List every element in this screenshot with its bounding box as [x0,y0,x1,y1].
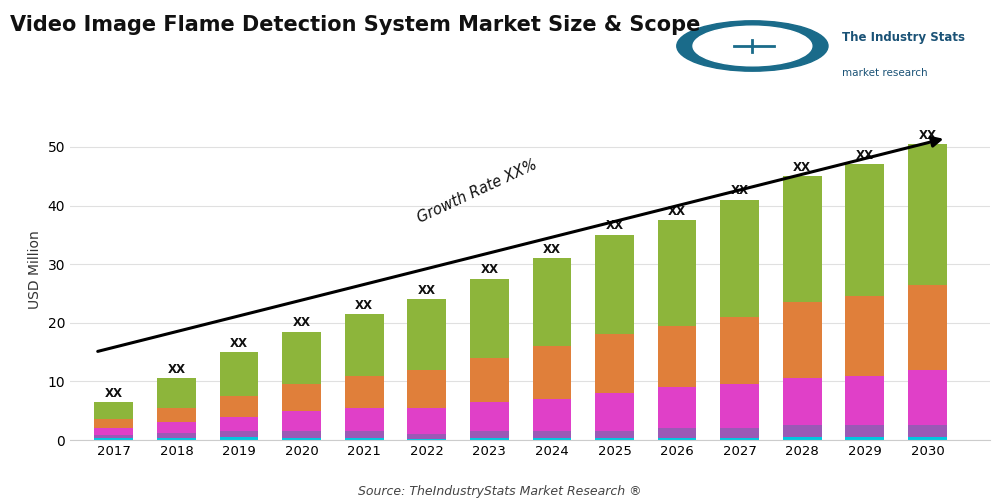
Bar [595,438,634,440]
Bar [533,399,571,431]
Bar [783,426,822,437]
Bar [345,431,384,438]
Bar [658,220,696,326]
Text: XX: XX [668,205,686,218]
Text: XX: XX [605,220,623,232]
Circle shape [677,21,828,71]
Text: XX: XX [230,336,248,349]
Bar [533,431,571,438]
Bar [407,439,446,440]
Bar [658,438,696,440]
Bar [845,376,884,426]
Bar [407,370,446,408]
Bar [845,426,884,437]
Bar [470,402,509,431]
Text: market research: market research [842,68,927,78]
Bar [345,438,384,440]
Bar [720,438,759,440]
Bar [720,384,759,428]
Bar [595,235,634,334]
Bar [595,393,634,431]
Bar [783,378,822,426]
Text: XX: XX [731,184,749,198]
Bar [94,420,133,428]
Bar [845,164,884,296]
Bar [845,296,884,376]
Bar [282,431,321,438]
Bar [345,376,384,408]
Bar [345,408,384,431]
Text: XX: XX [293,316,311,329]
Text: XX: XX [480,264,498,276]
Bar [157,408,196,422]
Text: Growth Rate XX%: Growth Rate XX% [415,158,539,226]
Bar [720,317,759,384]
Bar [470,279,509,358]
Text: Source: TheIndustryStats Market Research ®: Source: TheIndustryStats Market Research… [358,484,642,498]
Bar [282,410,321,431]
Text: Video Image Flame Detection System Market Size & Scope: Video Image Flame Detection System Marke… [10,15,700,35]
Bar [220,431,258,437]
Bar [94,428,133,436]
Text: XX: XX [918,128,936,141]
Bar [470,358,509,402]
Text: XX: XX [355,298,373,312]
Text: XX: XX [543,243,561,256]
Bar [220,416,258,431]
Text: The Industry Stats: The Industry Stats [842,30,964,44]
Bar [407,300,446,370]
Bar [94,436,133,438]
Bar [783,176,822,302]
Bar [908,144,947,284]
Bar [220,437,258,440]
Bar [533,438,571,440]
Bar [908,437,947,440]
Text: XX: XX [167,363,185,376]
Text: XX: XX [418,284,436,297]
Circle shape [693,26,812,66]
Bar [470,431,509,438]
Bar [220,352,258,396]
Bar [533,346,571,399]
Bar [407,434,446,439]
Bar [908,426,947,437]
Bar [407,408,446,434]
Bar [783,437,822,440]
Bar [658,387,696,428]
Text: XX: XX [856,149,874,162]
Bar [157,438,196,440]
Bar [94,438,133,440]
Bar [783,302,822,378]
Bar [658,326,696,387]
Bar [595,334,634,393]
Y-axis label: USD Million: USD Million [28,230,42,310]
Bar [720,428,759,438]
Bar [157,433,196,438]
Bar [908,370,947,426]
Bar [658,428,696,438]
Bar [220,396,258,416]
Bar [157,378,196,408]
Bar [908,284,947,370]
Bar [595,431,634,438]
Bar [282,384,321,410]
Bar [94,402,133,419]
Bar [157,422,196,433]
Bar [845,437,884,440]
Bar [470,438,509,440]
Text: XX: XX [793,161,811,174]
Bar [533,258,571,346]
Bar [282,438,321,440]
Text: XX: XX [105,386,123,400]
Bar [720,200,759,317]
Bar [345,314,384,376]
Bar [282,332,321,384]
